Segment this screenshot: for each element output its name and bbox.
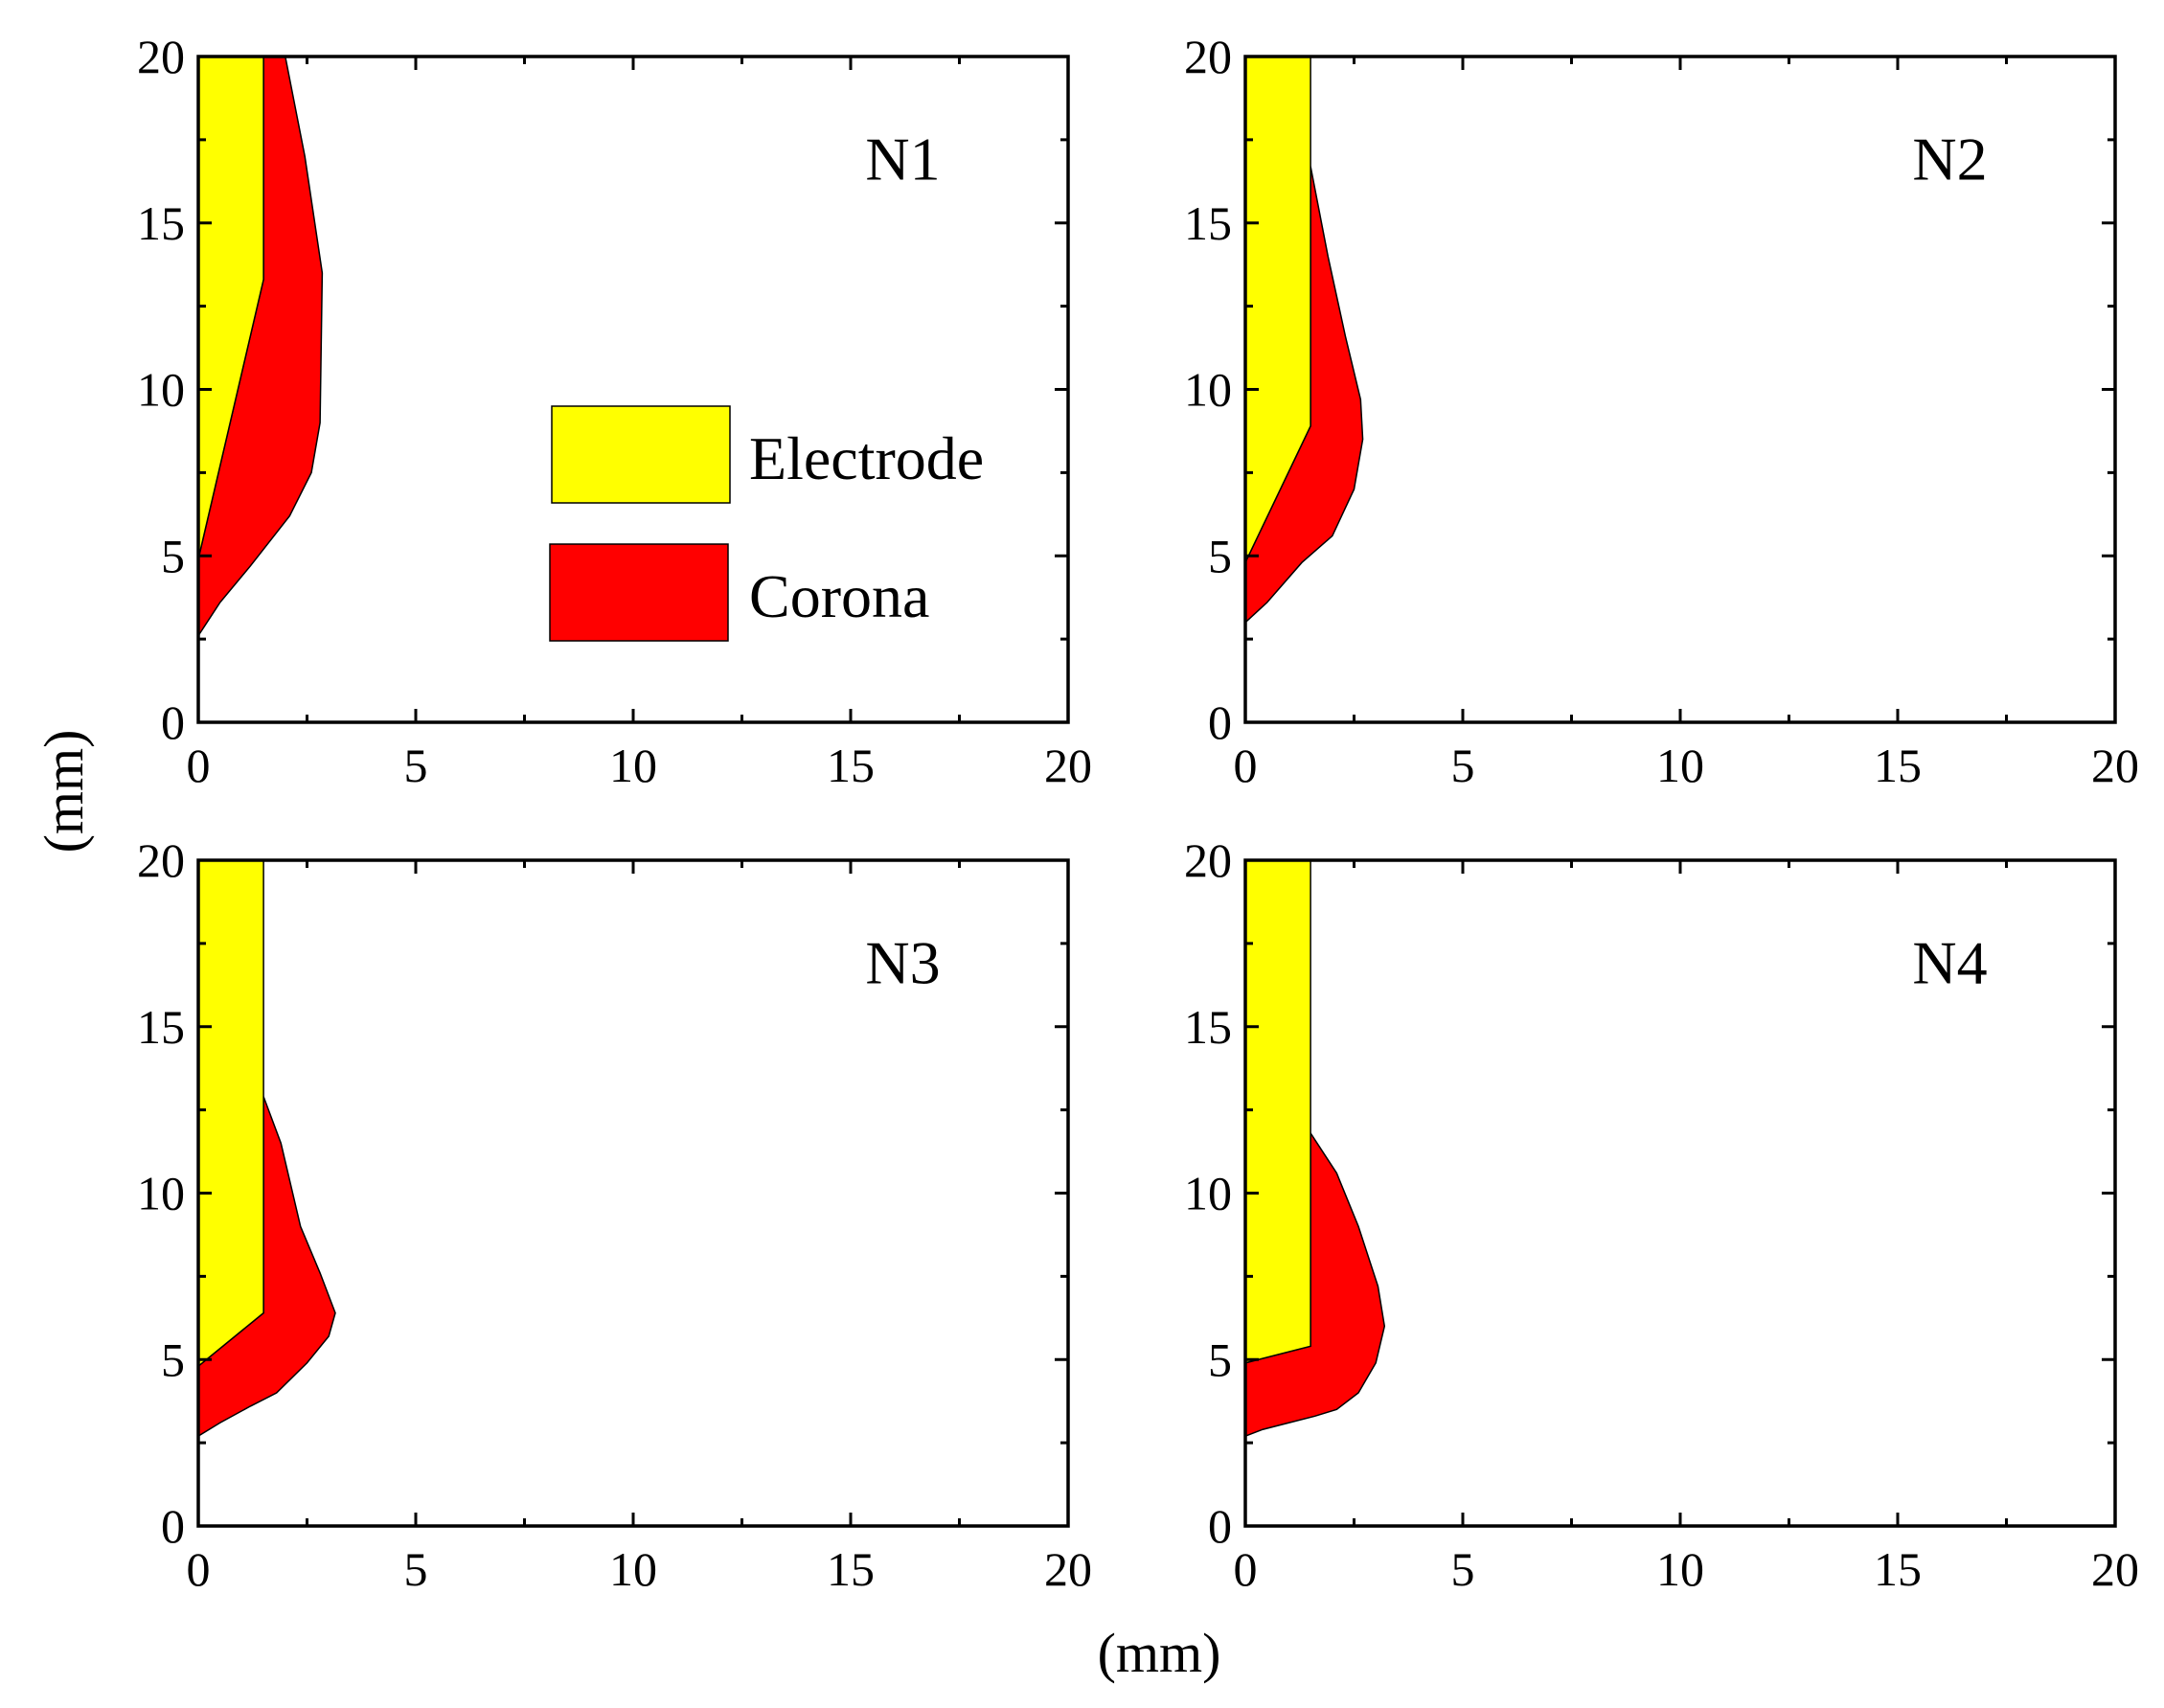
y-tick-label: 20 [1184,833,1232,887]
x-tick-label: 5 [404,1542,428,1596]
y-tick-label: 0 [1208,695,1232,749]
panel-label: N4 [1912,929,1987,997]
panel-label: N1 [865,125,940,194]
panel-n2: N2 00 5 5 10 10 15 15 20 20 [1184,30,2139,792]
panel-label: N2 [1912,125,1987,194]
x-tick-label: 20 [2091,739,2139,792]
y-tick-label: 5 [161,529,185,582]
x-tick-label: 15 [827,1542,875,1596]
y-tick-label: 15 [1184,1000,1232,1054]
y-tick-label: 20 [137,30,185,83]
legend-swatch-electrode [551,405,731,504]
y-tick-label: 10 [137,1167,185,1220]
y-tick-label: 15 [1184,196,1232,250]
x-tick-label: 15 [1874,1542,1922,1596]
electrode-region [197,859,264,1368]
x-tick-label: 10 [1656,739,1704,792]
legend-swatch-corona [549,543,729,642]
y-tick-label: 10 [137,363,185,417]
y-axis-title: (mm) [33,730,95,854]
panel-n3: N3 00 5 5 10 10 15 15 20 20 [137,833,1092,1596]
x-tick-label: 20 [1044,1542,1092,1596]
x-tick-label: 5 [1451,739,1475,792]
x-tick-label: 0 [187,1542,211,1596]
x-tick-label: 20 [1044,739,1092,792]
x-axis-title: (mm) [1098,1622,1221,1684]
y-tick-label: 15 [137,1000,185,1054]
y-tick-label: 20 [1184,30,1232,83]
y-tick-label: 0 [161,1499,185,1553]
x-tick-label: 5 [404,739,428,792]
x-tick-label: 5 [1451,1542,1475,1596]
y-tick-label: 5 [1208,1332,1232,1386]
y-tick-label: 5 [1208,529,1232,582]
y-tick-label: 0 [1208,1499,1232,1553]
y-tick-label: 20 [137,833,185,887]
legend: Electrode Corona [549,405,984,642]
x-tick-label: 15 [827,739,875,792]
y-tick-label: 5 [161,1332,185,1386]
electrode-region [1244,859,1311,1364]
x-tick-label: 0 [187,739,211,792]
y-tick-label: 10 [1184,363,1232,417]
legend-label-corona: Corona [749,562,929,630]
x-tick-label: 10 [609,739,657,792]
panel-n4: N4 00 5 5 10 10 15 15 20 20 [1184,833,2139,1596]
panel-label: N3 [865,929,940,997]
y-tick-label: 15 [137,196,185,250]
x-tick-label: 10 [609,1542,657,1596]
x-tick-label: 15 [1874,739,1922,792]
legend-label-electrode: Electrode [749,424,984,492]
y-tick-label: 0 [161,695,185,749]
panel-n1: N1 00 5 5 10 10 15 15 20 20 [137,30,1092,792]
y-tick-label: 10 [1184,1167,1232,1220]
x-tick-label: 0 [1234,1542,1258,1596]
x-tick-label: 10 [1656,1542,1704,1596]
x-tick-label: 0 [1234,739,1258,792]
x-tick-label: 20 [2091,1542,2139,1596]
